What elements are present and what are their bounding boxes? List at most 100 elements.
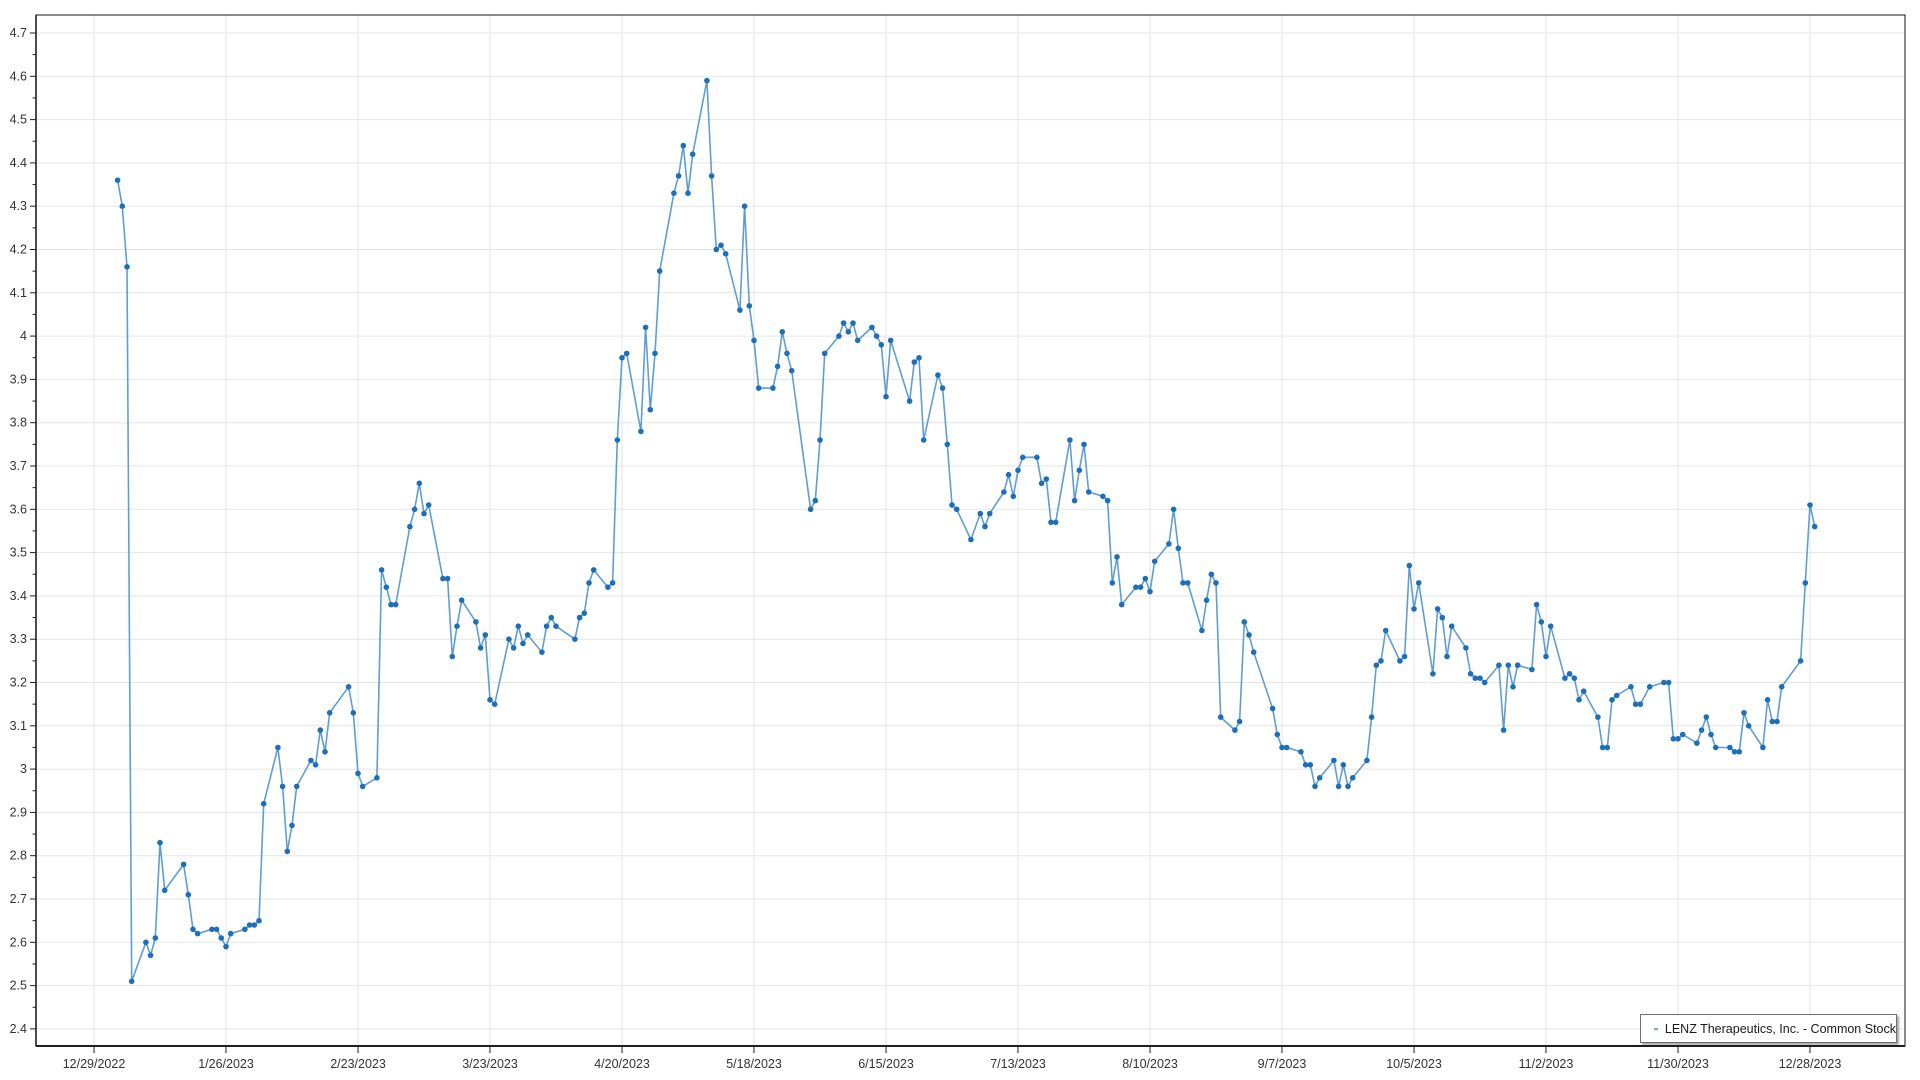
data-point[interactable]: [605, 584, 611, 590]
data-point[interactable]: [1609, 697, 1615, 703]
data-point[interactable]: [774, 363, 781, 370]
data-point[interactable]: [1397, 658, 1403, 664]
data-point[interactable]: [190, 926, 196, 933]
data-point[interactable]: [383, 584, 390, 590]
data-point[interactable]: [279, 783, 286, 790]
data-point[interactable]: [227, 930, 234, 937]
data-point[interactable]: [1307, 762, 1314, 768]
data-point[interactable]: [590, 567, 597, 573]
data-point[interactable]: [1349, 775, 1356, 781]
data-point[interactable]: [1434, 606, 1441, 612]
data-point[interactable]: [1411, 606, 1417, 612]
data-point[interactable]: [161, 887, 168, 894]
data-point[interactable]: [487, 697, 493, 703]
data-point[interactable]: [520, 640, 526, 647]
data-point[interactable]: [656, 268, 663, 274]
data-point[interactable]: [1312, 783, 1318, 790]
data-point[interactable]: [1670, 736, 1677, 742]
data-point[interactable]: [491, 701, 498, 707]
data-point[interactable]: [911, 359, 918, 365]
data-point[interactable]: [1562, 675, 1568, 681]
data-point[interactable]: [407, 523, 413, 530]
data-point[interactable]: [784, 350, 790, 357]
data-point[interactable]: [1448, 623, 1455, 629]
data-point[interactable]: [968, 536, 974, 543]
data-point[interactable]: [114, 177, 121, 183]
data-point[interactable]: [345, 684, 352, 690]
data-point[interactable]: [1444, 653, 1450, 660]
price-series[interactable]: [116, 79, 1816, 983]
data-point[interactable]: [586, 580, 592, 586]
data-point[interactable]: [209, 926, 215, 933]
data-point[interactable]: [887, 337, 894, 344]
data-point[interactable]: [779, 329, 786, 335]
data-point[interactable]: [1807, 502, 1813, 508]
data-point[interactable]: [1731, 749, 1738, 755]
data-point[interactable]: [986, 510, 993, 517]
data-point[interactable]: [548, 614, 555, 621]
data-point[interactable]: [242, 926, 248, 933]
data-point[interactable]: [1019, 454, 1026, 461]
data-point[interactable]: [1538, 619, 1545, 625]
data-point[interactable]: [218, 935, 225, 941]
data-point[interactable]: [256, 917, 262, 924]
data-point[interactable]: [524, 632, 531, 638]
data-point[interactable]: [312, 762, 319, 768]
data-point[interactable]: [1175, 545, 1182, 552]
data-point[interactable]: [741, 203, 748, 209]
data-point[interactable]: [1481, 679, 1488, 686]
data-point[interactable]: [939, 385, 946, 391]
data-point[interactable]: [1661, 679, 1667, 686]
data-point[interactable]: [539, 649, 545, 655]
data-point[interactable]: [1147, 588, 1153, 595]
data-point[interactable]: [746, 303, 753, 309]
data-point[interactable]: [1510, 684, 1516, 690]
data-point[interactable]: [506, 636, 512, 642]
data-point[interactable]: [1406, 562, 1413, 569]
data-point[interactable]: [807, 506, 814, 513]
data-point[interactable]: [708, 173, 715, 179]
data-point[interactable]: [378, 567, 385, 573]
data-point[interactable]: [119, 203, 126, 209]
legend[interactable]: LENZ Therapeutics, Inc. - Common Stock: [1640, 1014, 1897, 1043]
data-point[interactable]: [1401, 653, 1408, 660]
data-point[interactable]: [317, 727, 324, 733]
data-point[interactable]: [482, 632, 489, 638]
data-point[interactable]: [1213, 580, 1219, 586]
data-point[interactable]: [1250, 649, 1257, 655]
data-point[interactable]: [411, 506, 418, 513]
data-point[interactable]: [737, 307, 743, 313]
data-point-markers[interactable]: [114, 77, 1818, 985]
data-point[interactable]: [444, 575, 451, 582]
data-point[interactable]: [1760, 744, 1766, 751]
data-point[interactable]: [1764, 697, 1771, 703]
data-point[interactable]: [982, 523, 988, 530]
data-point[interactable]: [1081, 441, 1087, 448]
data-point[interactable]: [836, 333, 842, 339]
data-point[interactable]: [246, 922, 253, 928]
data-point[interactable]: [1543, 653, 1549, 660]
data-point[interactable]: [1048, 519, 1054, 526]
data-point[interactable]: [1170, 506, 1177, 513]
data-point[interactable]: [1208, 571, 1215, 578]
data-point[interactable]: [1142, 575, 1149, 582]
data-point[interactable]: [1463, 645, 1469, 651]
data-point[interactable]: [1114, 554, 1120, 560]
data-point[interactable]: [1151, 558, 1158, 565]
data-point[interactable]: [883, 393, 889, 400]
data-point[interactable]: [1637, 701, 1644, 707]
data-point[interactable]: [308, 757, 314, 764]
data-point[interactable]: [1745, 723, 1752, 729]
data-point[interactable]: [1571, 675, 1578, 681]
data-point[interactable]: [1217, 714, 1224, 720]
data-point[interactable]: [147, 952, 154, 959]
data-point[interactable]: [1364, 757, 1370, 764]
data-point[interactable]: [1547, 623, 1554, 629]
data-point[interactable]: [713, 246, 720, 253]
data-point[interactable]: [689, 151, 696, 157]
data-point[interactable]: [652, 350, 658, 357]
data-point[interactable]: [722, 251, 729, 257]
data-point[interactable]: [458, 597, 465, 603]
data-point[interactable]: [1529, 666, 1535, 673]
